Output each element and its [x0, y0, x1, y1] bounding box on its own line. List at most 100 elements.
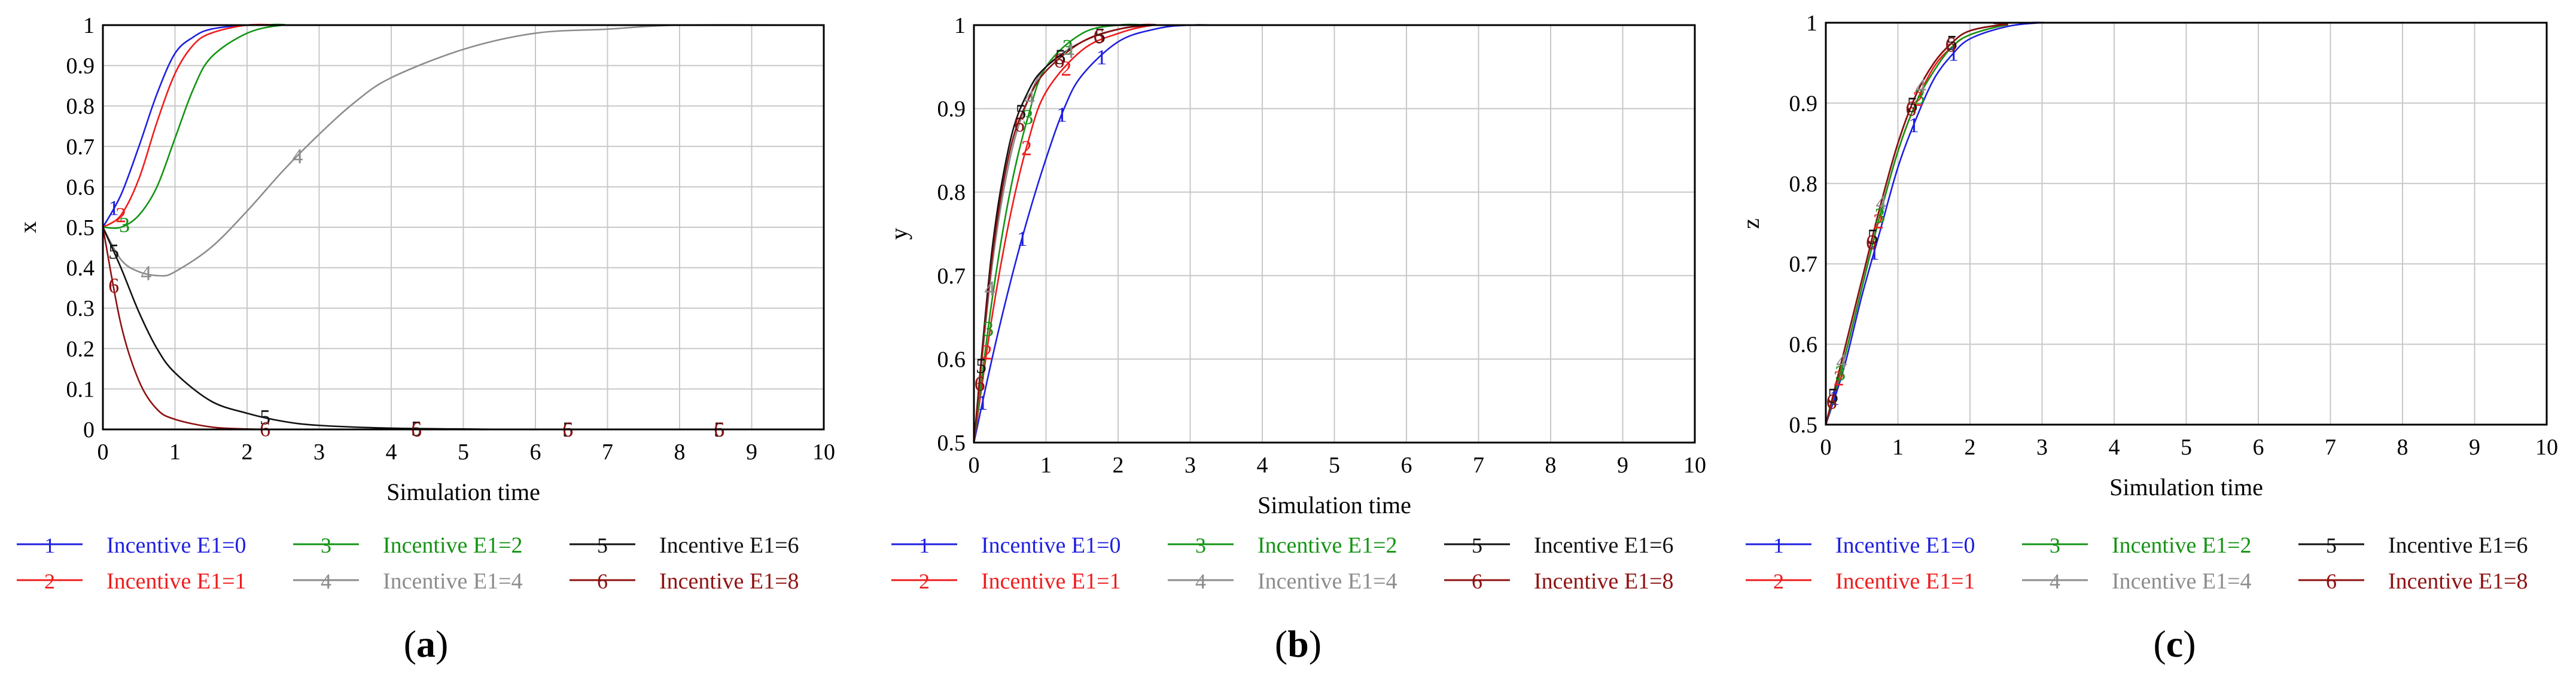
- series-marker-4: 4: [1876, 191, 1887, 215]
- series-marker-6: 6: [1866, 230, 1877, 254]
- series-line-4: [102, 24, 824, 277]
- x-tick-label: 10: [2535, 435, 2558, 460]
- legend-marker: 4: [1195, 569, 1206, 593]
- y-tick-label: 0.5: [66, 215, 95, 240]
- legend-label: Incentive E1=0: [106, 533, 246, 558]
- x-tick-label: 5: [2181, 435, 2192, 460]
- series-marker-1: 1: [1908, 113, 1919, 137]
- series-marker-1: 1: [1869, 240, 1880, 264]
- series-marker-5: 5: [1947, 31, 1957, 55]
- legend-label: Incentive E1=2: [383, 533, 523, 558]
- x-tick-label: 10: [1683, 453, 1706, 478]
- legend-label: Incentive E1=0: [1835, 533, 1975, 558]
- legend-label: Incentive E1=2: [2112, 533, 2252, 558]
- legend-item-5: 5 Incentive E1=6: [1444, 533, 1674, 558]
- legend-label: Incentive E1=8: [1534, 569, 1674, 594]
- x-tick-label: 2: [242, 440, 253, 465]
- y-tick-labels: 0 0.1 0.2 0.3 0.4 0.5 0.6 0.7 0.8 0.9 1: [66, 13, 95, 443]
- x-tick-label: 7: [602, 440, 613, 465]
- series-marker-4: 4: [985, 276, 995, 300]
- y-tick-labels: 0.5 0.6 0.7 0.8 0.9 1: [937, 13, 966, 456]
- legend-label: Incentive E1=8: [659, 569, 799, 594]
- x-tick-label: 4: [386, 440, 397, 465]
- legend-marker: 3: [321, 533, 331, 557]
- series-marker-1: 1: [1829, 386, 1840, 410]
- y-tick-label: 0.6: [1789, 333, 1818, 358]
- series-marker-6: 6: [1093, 24, 1104, 48]
- series-marker-1: 1: [1096, 45, 1107, 69]
- legend: 1 Incentive E1=0 2 Incentive E1=1 3 Incentive…: [1746, 533, 2528, 594]
- legend-item-5: 5 Incentive E1=6: [570, 533, 799, 558]
- y-tick-label: 0.9: [1789, 91, 1818, 116]
- y-tick-label: 0.9: [66, 54, 95, 79]
- legend-label: Incentive E1=1: [106, 569, 246, 594]
- x-tick-label: 7: [1473, 453, 1484, 478]
- y-tick-label: 0.1: [66, 377, 95, 402]
- legend-label: Incentive E1=6: [2388, 533, 2528, 558]
- plot-frame: [973, 24, 1696, 444]
- y-axis-title: x: [14, 221, 41, 233]
- grid: [102, 25, 824, 430]
- x-axis-title: Simulation time: [386, 478, 540, 505]
- panel-label: (b): [1275, 623, 1322, 665]
- series-marker-5: 5: [1907, 93, 1918, 117]
- legend-marker: 6: [597, 569, 608, 593]
- legend-marker: 4: [321, 569, 331, 593]
- legend-item-3: 3 Incentive E1=2: [1168, 533, 1397, 558]
- legend-label: Incentive E1=4: [383, 569, 523, 594]
- legend: 1 Incentive E1=0 2 Incentive E1=1 3 Incentive…: [17, 533, 799, 594]
- series-marker-3: 3: [119, 213, 130, 237]
- series-marker-4: 4: [141, 261, 151, 285]
- grid: [973, 25, 1695, 443]
- x-tick-label: 9: [2469, 435, 2480, 460]
- series-marker-5: 5: [1828, 384, 1838, 408]
- y-tick-label: 0.4: [66, 256, 95, 281]
- x-axis-title: Simulation time: [2109, 474, 2263, 501]
- plot-frame: [1825, 22, 2548, 426]
- series-marker-6: 6: [1053, 48, 1064, 72]
- x-tick-label: 0: [1820, 435, 1832, 460]
- series-marker-5: 5: [1095, 23, 1106, 47]
- series-marker-5: 5: [108, 240, 119, 264]
- series-marker-1: 1: [977, 391, 988, 414]
- legend-item-6: 6 Incentive E1=8: [570, 569, 799, 594]
- x-tick-label: 9: [746, 440, 757, 465]
- series-marker-3: 3: [1062, 35, 1073, 59]
- series-marker-3: 3: [1874, 204, 1885, 228]
- series-marker-6: 6: [975, 372, 985, 396]
- y-tick-label: 0.8: [66, 94, 95, 119]
- x-tick-label: 0: [969, 453, 980, 478]
- series-marker-5: 5: [260, 405, 270, 429]
- series-marker-4: 4: [292, 144, 303, 168]
- x-axis-title: Simulation time: [1257, 492, 1411, 519]
- x-tick-label: 8: [674, 440, 686, 465]
- legend-marker: 6: [2326, 569, 2337, 593]
- legend-item-4: 4 Incentive E1=4: [1168, 569, 1397, 594]
- series-marker-6: 6: [1905, 97, 1916, 121]
- series-marker-2: 2: [1873, 209, 1884, 233]
- legend-item-4: 4 Incentive E1=4: [293, 569, 523, 594]
- x-tick-label: 6: [2253, 435, 2264, 460]
- legend-marker: 2: [919, 569, 930, 593]
- legend-marker: 1: [919, 533, 930, 557]
- legend-marker: 4: [2050, 569, 2060, 593]
- legend-item-3: 3 Incentive E1=2: [2022, 533, 2252, 558]
- y-tick-label: 0.5: [1789, 413, 1818, 438]
- series-marker-4: 4: [1916, 74, 1926, 98]
- x-tick-label: 2: [1113, 453, 1124, 478]
- series-marker-5: 5: [411, 416, 422, 440]
- y-tick-labels: 0.5 0.6 0.7 0.8 0.9 1: [1789, 11, 1818, 438]
- legend-item-6: 6 Incentive E1=8: [2298, 569, 2528, 594]
- legend-marker: 5: [2326, 533, 2337, 557]
- x-tick-label: 3: [1185, 453, 1196, 478]
- legend-marker: 3: [1195, 533, 1206, 557]
- y-tick-label: 0.9: [937, 97, 966, 122]
- x-tick-label: 1: [169, 440, 181, 465]
- legend-marker: 5: [1472, 533, 1482, 557]
